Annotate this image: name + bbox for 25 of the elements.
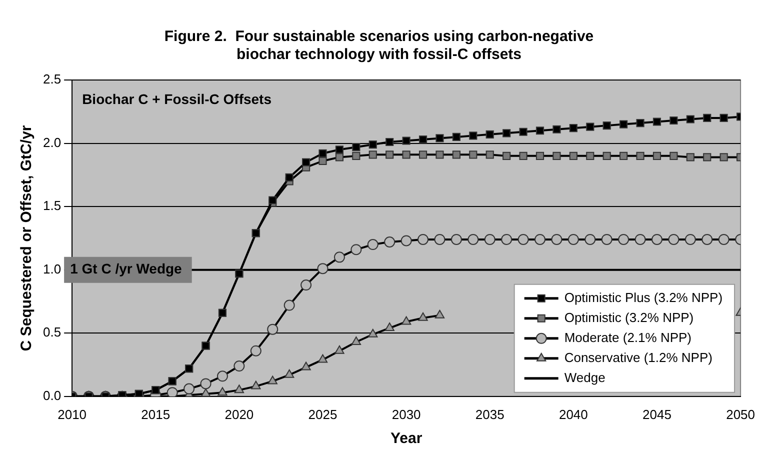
legend-label: Wedge [564,370,606,385]
chart-title: Figure 2. Four sustainable scenarios using carbon-negative biochar technology with fossil-C offsets [164,28,594,64]
x-tick-label: 2015 [141,406,170,422]
x-tick-label: 2030 [392,406,421,422]
legend-label: Conservative (1.2% NPP) [564,350,712,365]
x-tick-label: 2020 [224,406,254,422]
x-tick-label: 2040 [558,406,588,422]
x-tick-label: 2010 [58,406,87,422]
x-tick-label: 2025 [308,406,338,422]
annotation: 1 Gt C /yr Wedge [70,260,182,277]
legend-label: Optimistic Plus (3.2% NPP) [564,290,723,305]
y-tick-label: 0.5 [42,324,62,340]
y-axis-title: C Sequestered or Offset, GtC/yr [18,125,36,352]
x-tick-label: 2050 [726,406,755,422]
y-tick-label: 1.5 [42,198,62,214]
y-tick-label: 2.0 [42,134,62,150]
legend-label: Optimistic (3.2% NPP) [564,310,694,325]
x-tick-label: 2035 [475,406,504,422]
annotation: Biochar C + Fossil-C Offsets [82,90,272,107]
y-tick-label: 0.0 [42,388,62,403]
y-tick-label: 1.0 [42,261,62,276]
legend-label: Moderate (2.1% NPP) [564,330,692,345]
y-tick-label: 2.5 [42,72,62,87]
x-tick-label: 2045 [642,406,672,422]
x-axis-title: Year [390,430,422,448]
